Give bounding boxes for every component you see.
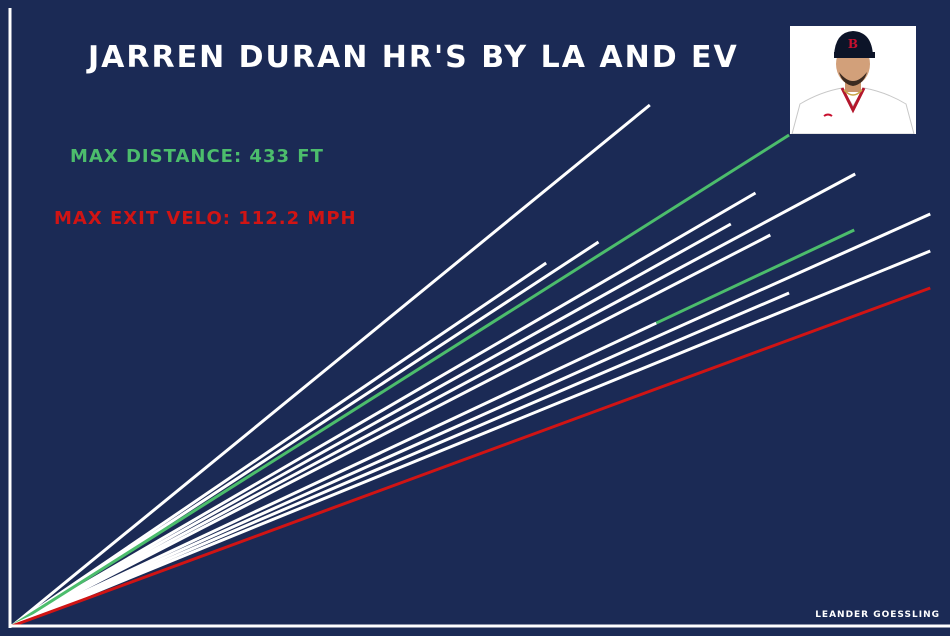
- author-credit: LEANDER GOESSLING: [815, 610, 940, 620]
- hr-line-10: [11, 249, 931, 628]
- hr-line-9-inner: [11, 321, 657, 628]
- hr-line-4: [11, 240, 600, 628]
- chart-title: JARREN DURAN HR'S BY LA AND EV: [88, 40, 739, 75]
- hr-line-12: [11, 286, 931, 628]
- hr-line-2: [11, 191, 757, 628]
- player-photo: B: [790, 26, 916, 134]
- hr-lines: [11, 103, 931, 628]
- hr-line-7: [11, 212, 931, 628]
- player-photo-icon: B: [790, 26, 916, 134]
- hr-line-6: [11, 222, 732, 628]
- hr-line-1: [11, 133, 790, 628]
- hr-line-5: [11, 261, 548, 628]
- max-distance-annotation: MAX DISTANCE: 433 FT: [70, 146, 324, 167]
- svg-text:B: B: [848, 37, 858, 51]
- max-exit-velo-annotation: MAX EXIT VELO: 112.2 MPH: [54, 208, 357, 229]
- hr-line-8: [11, 233, 771, 628]
- hr-line-0: [11, 103, 651, 628]
- hr-line-11: [11, 291, 790, 628]
- hr-line-9-outer: [655, 228, 855, 325]
- hr-line-3: [11, 172, 856, 628]
